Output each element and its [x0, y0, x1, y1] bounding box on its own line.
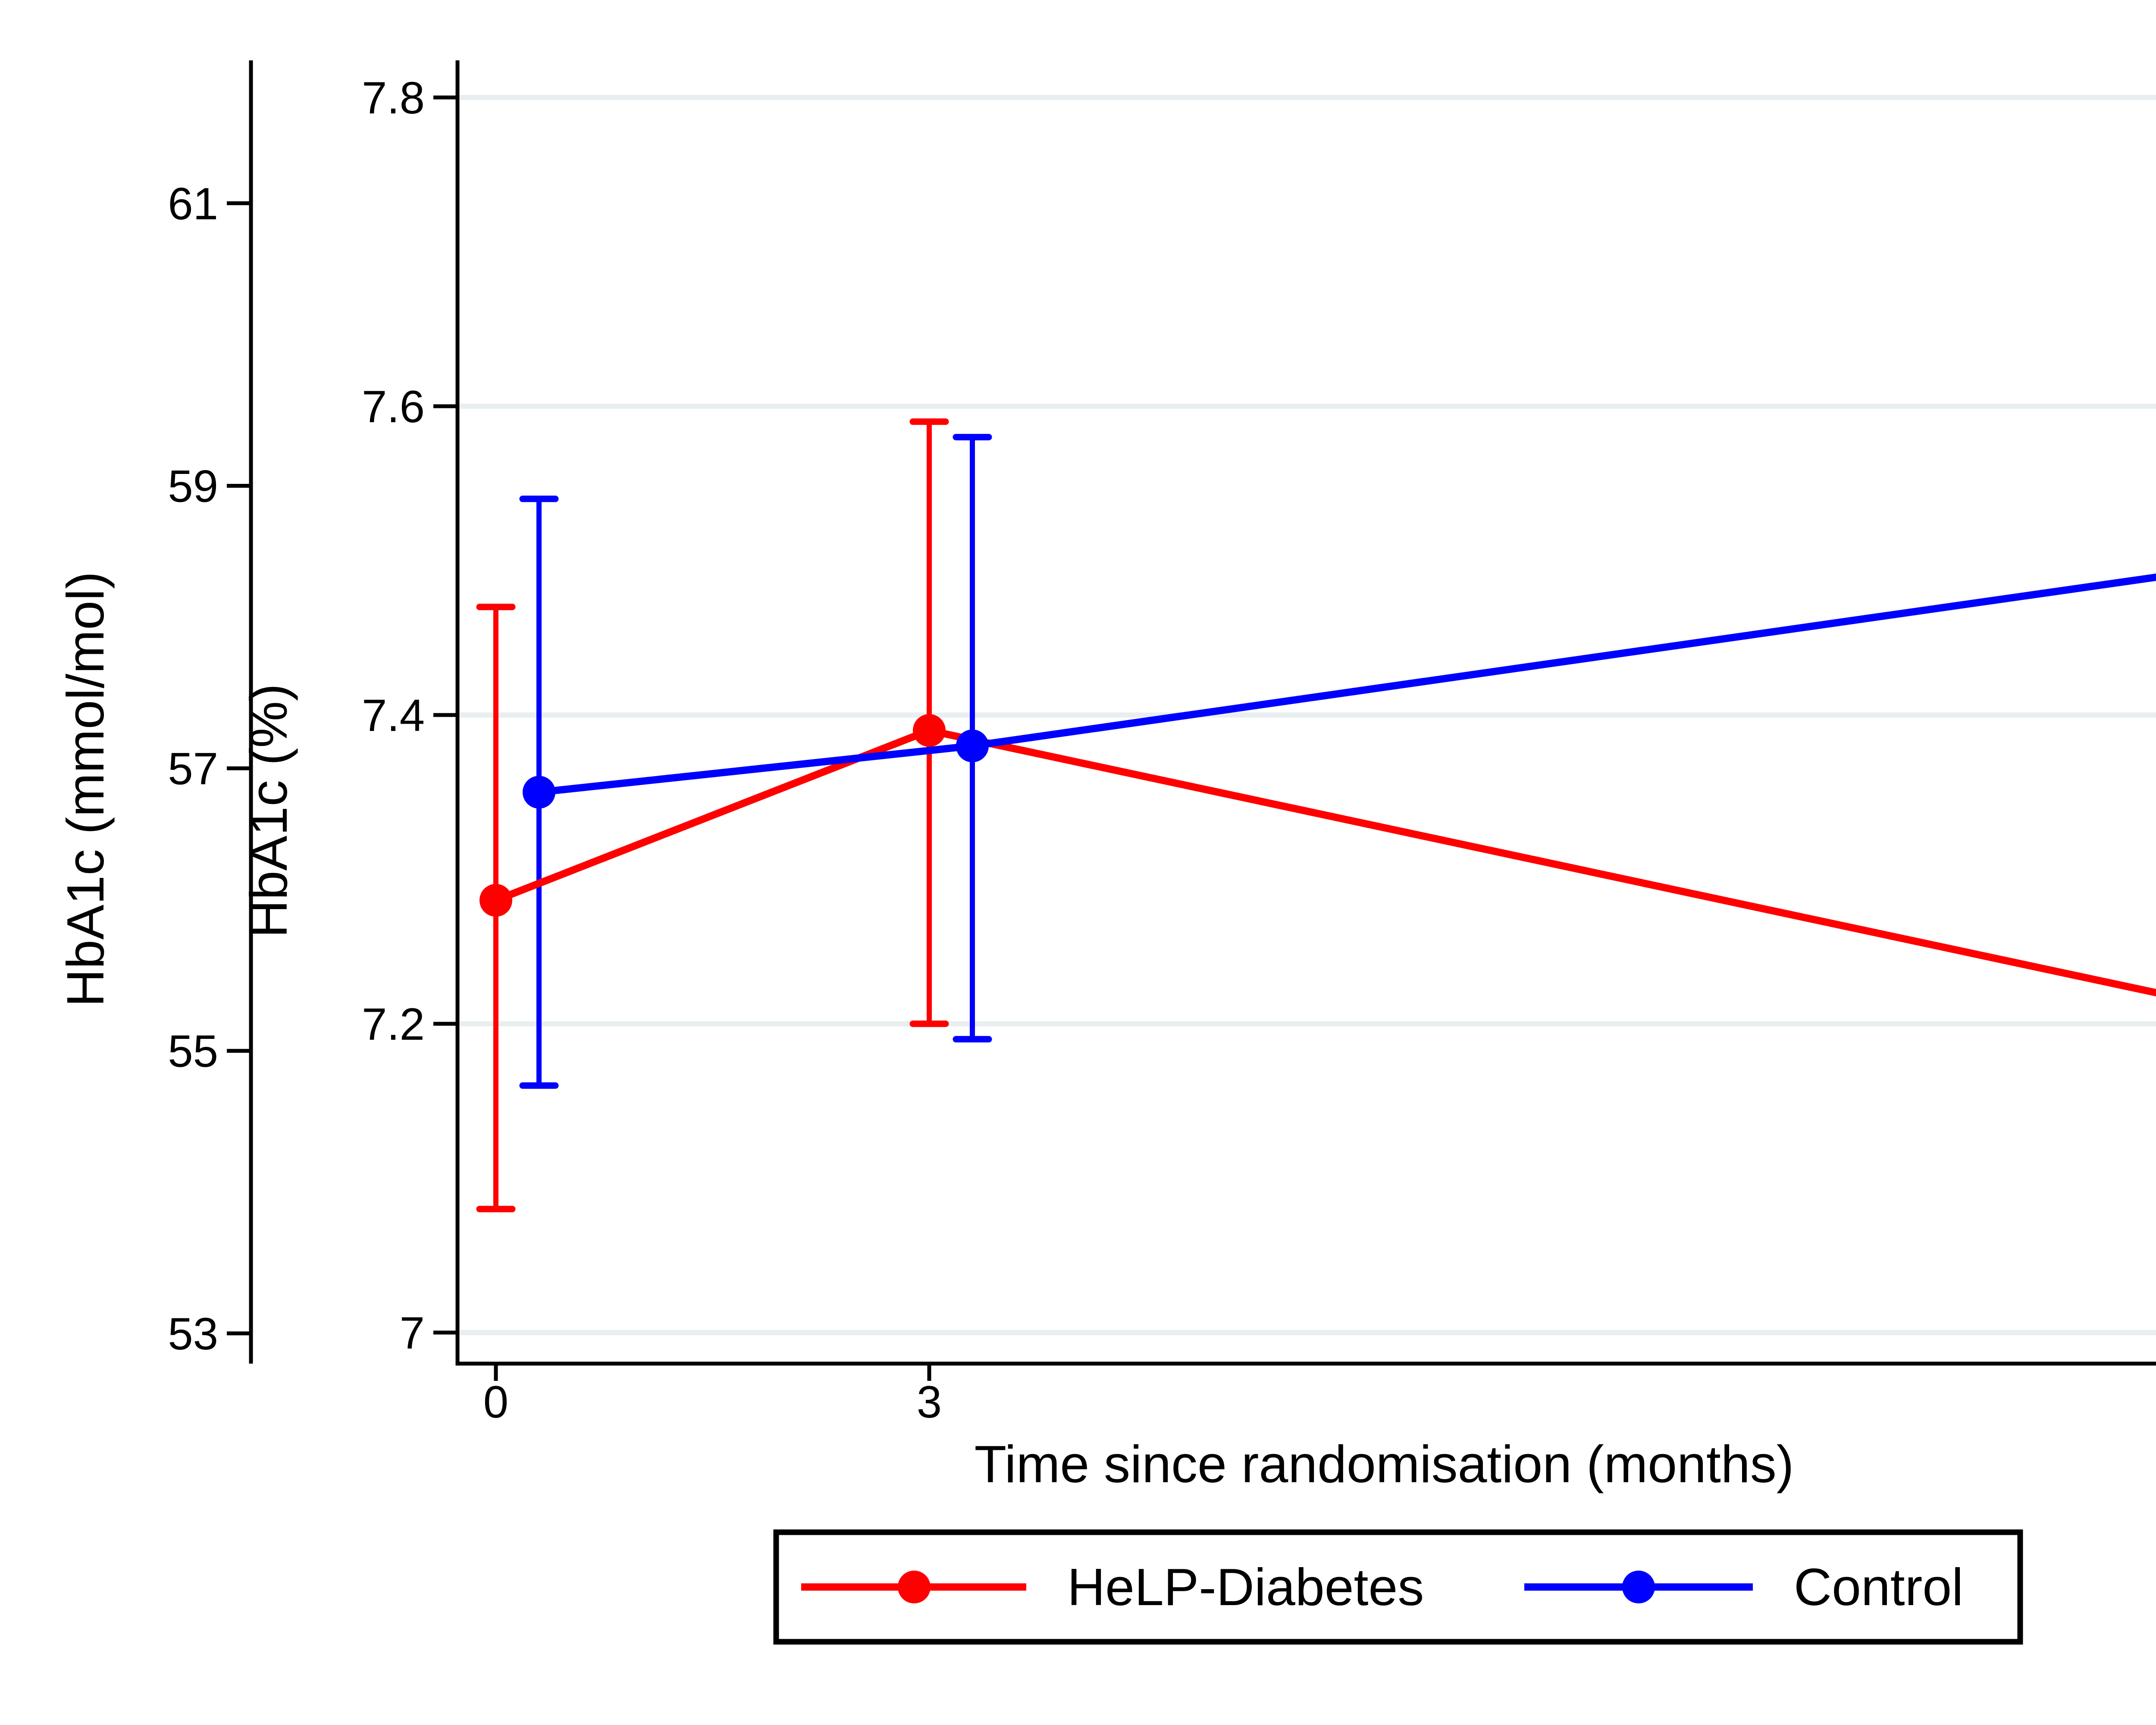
- ci-group-control: [519, 434, 992, 1089]
- series-help-diabetes: [479, 714, 2156, 997]
- y-tick-label-pct: 7: [400, 1308, 425, 1358]
- marker-control-0mo: [523, 776, 555, 809]
- gridlines-layer: [458, 95, 2156, 1335]
- y-tick-label-mmol: 53: [168, 1309, 218, 1359]
- y-axis-title-mmol: HbA1c (mmol/mol): [56, 571, 115, 1007]
- ci-group-help-diabetes: [476, 418, 949, 1213]
- x-tick-label: 3: [917, 1377, 942, 1427]
- series-control: [523, 573, 2156, 809]
- y-tick-label-pct: 7.6: [362, 382, 425, 432]
- y-tick-label-mmol: 57: [168, 744, 218, 794]
- marker-help-diabetes-0mo: [479, 884, 512, 917]
- y-tick-label-mmol: 55: [168, 1026, 218, 1077]
- y-tick-label-pct: 7.4: [362, 690, 425, 741]
- series-layer: [476, 418, 2156, 1213]
- y-tick-label-mmol: 61: [168, 179, 218, 229]
- y-axis-title-pct: HbA1c (%): [239, 684, 298, 938]
- legend-marker-dot-control: [1622, 1571, 1655, 1603]
- y-tick-label-pct: 7.2: [362, 999, 425, 1050]
- legend-marker-dot-help-diabetes: [898, 1571, 931, 1603]
- marker-control-3mo: [956, 729, 989, 762]
- legend-item-control: Control: [1524, 1558, 1963, 1616]
- y-tick-label-pct: 7.8: [362, 73, 425, 123]
- legend-label-help-diabetes: HeLP-Diabetes: [1067, 1558, 1424, 1616]
- legend-item-help-diabetes: HeLP-Diabetes: [801, 1558, 1424, 1616]
- y-tick-label-mmol: 59: [168, 461, 218, 511]
- x-axis-title: Time since randomisation (months): [975, 1435, 1794, 1493]
- marker-help-diabetes-3mo: [913, 714, 946, 747]
- series-line-control: [539, 573, 2156, 796]
- axes-layer: 7.87.67.47.2761595755530312: [168, 60, 2156, 1427]
- x-tick-label: 0: [483, 1377, 508, 1427]
- legend-label-control: Control: [1794, 1558, 1963, 1616]
- legend: HeLP-Diabetes Control: [773, 1529, 2023, 1645]
